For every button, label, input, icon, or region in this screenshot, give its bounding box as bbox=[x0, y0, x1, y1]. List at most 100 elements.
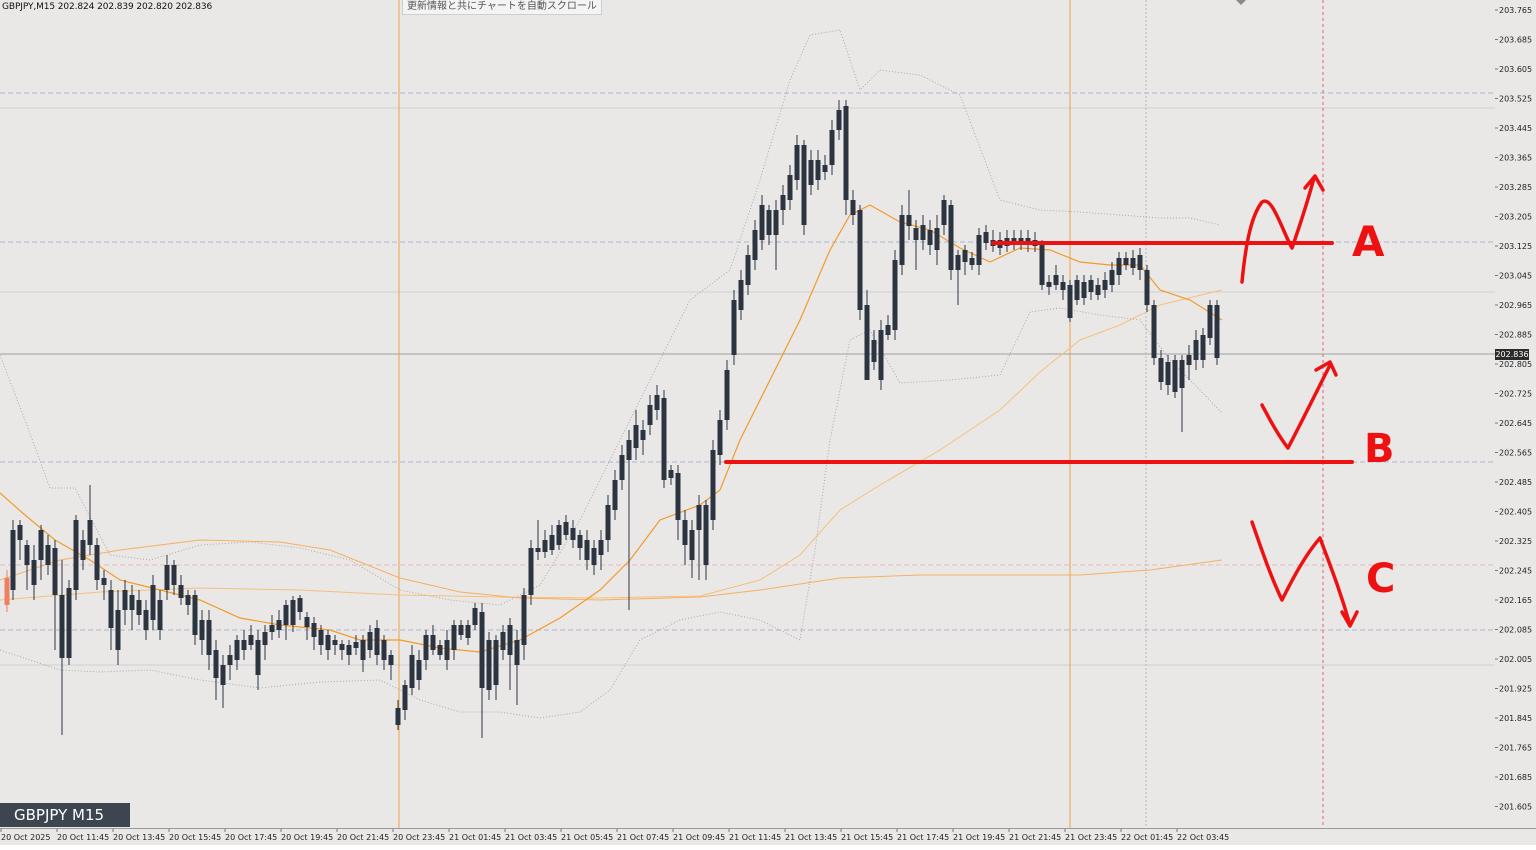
price-tick-label: 202.005 bbox=[1499, 655, 1532, 664]
time-tick-label: 21 Oct 23:45 bbox=[1065, 833, 1117, 842]
candlesticks bbox=[4, 100, 1220, 738]
candle-body bbox=[479, 612, 485, 688]
price-tick-label: 203.205 bbox=[1499, 213, 1532, 222]
price-tick-label: 202.485 bbox=[1499, 478, 1532, 487]
price-axis[interactable]: 203.765 203.685 203.605 203.525 203.445 203.3… bbox=[1495, 0, 1536, 828]
candle-body bbox=[703, 505, 709, 565]
candle-body bbox=[87, 520, 93, 545]
autoscroll-note[interactable]: 更新情報と共にチャートを自動スクロール bbox=[402, 0, 602, 15]
candle-body bbox=[941, 200, 947, 225]
scenario-c-arrow bbox=[1250, 520, 1359, 628]
candle-body bbox=[52, 548, 58, 595]
candle-body bbox=[850, 200, 856, 215]
candle-body bbox=[1067, 285, 1073, 318]
candle-body bbox=[227, 655, 233, 665]
time-tick-label: 22 Oct 01:45 bbox=[1121, 833, 1173, 842]
candle-body bbox=[962, 250, 968, 262]
candle-body bbox=[276, 620, 282, 630]
scenario-a-arrow bbox=[1240, 174, 1325, 284]
candle-body bbox=[157, 600, 163, 630]
candle-body bbox=[640, 430, 646, 440]
candle-body bbox=[297, 598, 303, 612]
candle-body bbox=[1200, 335, 1206, 360]
candle-body bbox=[164, 565, 170, 590]
price-tick-label: 201.845 bbox=[1499, 714, 1532, 723]
candle-body bbox=[801, 145, 807, 225]
candle-body bbox=[598, 540, 604, 555]
candle-body bbox=[101, 578, 107, 585]
candle-body bbox=[437, 645, 443, 655]
price-tick-label: 202.805 bbox=[1499, 360, 1532, 369]
price-tick-label: 203.685 bbox=[1499, 36, 1532, 45]
chart-shift-marker-icon[interactable] bbox=[1236, 0, 1246, 5]
candle-body bbox=[234, 640, 240, 660]
candle-body bbox=[927, 230, 933, 245]
candle-body bbox=[290, 600, 296, 625]
chart-plot-area[interactable]: A B C bbox=[0, 0, 1496, 828]
price-tick-label: 202.965 bbox=[1499, 301, 1532, 310]
candle-body bbox=[136, 600, 142, 615]
candle-body bbox=[1046, 282, 1052, 287]
time-axis[interactable]: 20 Oct 2025 20 Oct 11:45 20 Oct 13:45 20 Oc… bbox=[0, 828, 1536, 845]
candle-body bbox=[472, 608, 478, 625]
time-tick-label: 20 Oct 17:45 bbox=[225, 833, 277, 842]
price-tick-label: 202.725 bbox=[1499, 390, 1532, 399]
candle-body bbox=[199, 620, 205, 640]
candle-body bbox=[1109, 270, 1115, 285]
candle-body bbox=[241, 640, 247, 650]
candle-body bbox=[955, 255, 961, 270]
candle-body bbox=[780, 195, 786, 210]
candle-body bbox=[122, 590, 128, 610]
candle-body bbox=[626, 440, 632, 460]
time-tick-label: 21 Oct 15:45 bbox=[841, 833, 893, 842]
candle-body bbox=[857, 210, 863, 310]
candle-body bbox=[255, 640, 261, 675]
scenario-a-label: A bbox=[1352, 217, 1385, 266]
candle-body bbox=[402, 685, 408, 710]
price-tick-label: 202.245 bbox=[1499, 567, 1532, 576]
candle-body bbox=[619, 455, 625, 480]
time-tick-label: 21 Oct 21:45 bbox=[1009, 833, 1061, 842]
time-tick-label: 20 Oct 2025 bbox=[1, 833, 50, 842]
candle-body bbox=[1102, 280, 1108, 290]
candle-body bbox=[325, 635, 331, 650]
candle-body bbox=[906, 215, 912, 226]
candle-body bbox=[500, 632, 506, 650]
candle-body bbox=[815, 160, 821, 180]
candle-body bbox=[808, 160, 814, 185]
candle-body bbox=[115, 610, 121, 650]
bollinger-upper-band bbox=[0, 29, 1221, 606]
candle-body bbox=[591, 548, 597, 565]
candle-body bbox=[1116, 258, 1122, 275]
price-tick-label: 203.045 bbox=[1499, 272, 1532, 281]
time-scale: 20 Oct 2025 20 Oct 11:45 20 Oct 13:45 20 Oc… bbox=[0, 829, 1229, 842]
candle-body bbox=[444, 640, 450, 660]
candle-body bbox=[206, 620, 212, 655]
candle-body bbox=[381, 640, 387, 660]
candle-body bbox=[759, 205, 765, 240]
scenario-b-arrow bbox=[1260, 360, 1338, 450]
price-tick-label: 203.125 bbox=[1499, 242, 1532, 251]
candle-body bbox=[220, 665, 226, 685]
price-tick-label: 201.925 bbox=[1499, 685, 1532, 694]
candlestick-chart[interactable]: A B C bbox=[0, 0, 1495, 828]
price-tick-label: 202.565 bbox=[1499, 449, 1532, 458]
time-tick-label: 20 Oct 23:45 bbox=[393, 833, 445, 842]
candle-body bbox=[612, 480, 618, 510]
price-tick-label: 202.325 bbox=[1499, 537, 1532, 546]
candle-body bbox=[150, 585, 156, 620]
candle-body bbox=[1207, 305, 1213, 338]
price-scale: 203.765 203.685 203.605 203.525 203.445 203.3… bbox=[1495, 6, 1532, 812]
moving-average-200 bbox=[0, 539, 1223, 601]
candle-body bbox=[507, 625, 513, 655]
candle-body bbox=[752, 230, 758, 260]
candle-body bbox=[899, 215, 905, 265]
candle-body bbox=[1060, 282, 1066, 290]
candle-body bbox=[794, 145, 800, 180]
candle-body bbox=[577, 535, 583, 548]
candle-body bbox=[717, 420, 723, 455]
candle-body bbox=[143, 610, 149, 630]
candle-body bbox=[17, 525, 23, 540]
candle-body bbox=[864, 305, 870, 380]
